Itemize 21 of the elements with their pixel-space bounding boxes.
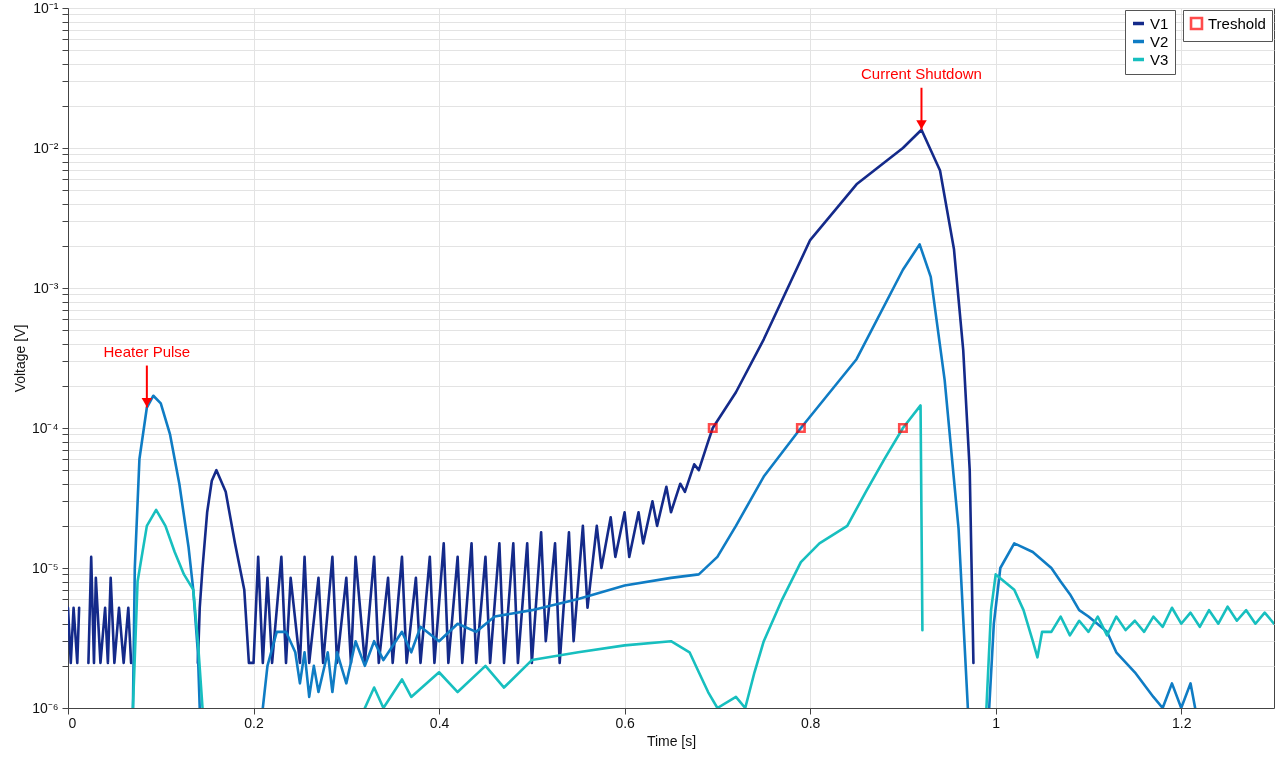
y-tick-label: 10⁻⁴	[31, 419, 59, 436]
y-tick-label: 10⁻¹	[33, 0, 59, 16]
legend-label: V2	[1150, 32, 1169, 50]
y-tick-label: 10⁻⁵	[32, 559, 59, 576]
legend-label: V1	[1150, 14, 1169, 32]
y-tick-label: 10⁻³	[33, 279, 59, 296]
y-axis-title: Voltage [V]	[11, 324, 28, 393]
y-tick-label: 10⁻⁶	[32, 699, 59, 716]
y-tick-label: 10⁻²	[33, 139, 59, 156]
x-tick-label: 0	[68, 714, 77, 731]
annotation: Current Shutdown	[861, 64, 982, 82]
x-tick-label: 0.4	[429, 714, 450, 731]
annotation: Heater Pulse	[103, 342, 191, 360]
x-tick-label: 0.8	[800, 714, 821, 731]
legend-label: Treshold	[1208, 14, 1266, 32]
x-tick-label: 1	[992, 714, 1001, 731]
x-tick-label: 1.2	[1172, 714, 1192, 731]
legend-label: V3	[1150, 50, 1169, 68]
x-axis-title: Time [s]	[646, 732, 697, 749]
x-tick-label: 0.6	[615, 714, 636, 731]
x-tick-label: 0.2	[244, 714, 264, 731]
